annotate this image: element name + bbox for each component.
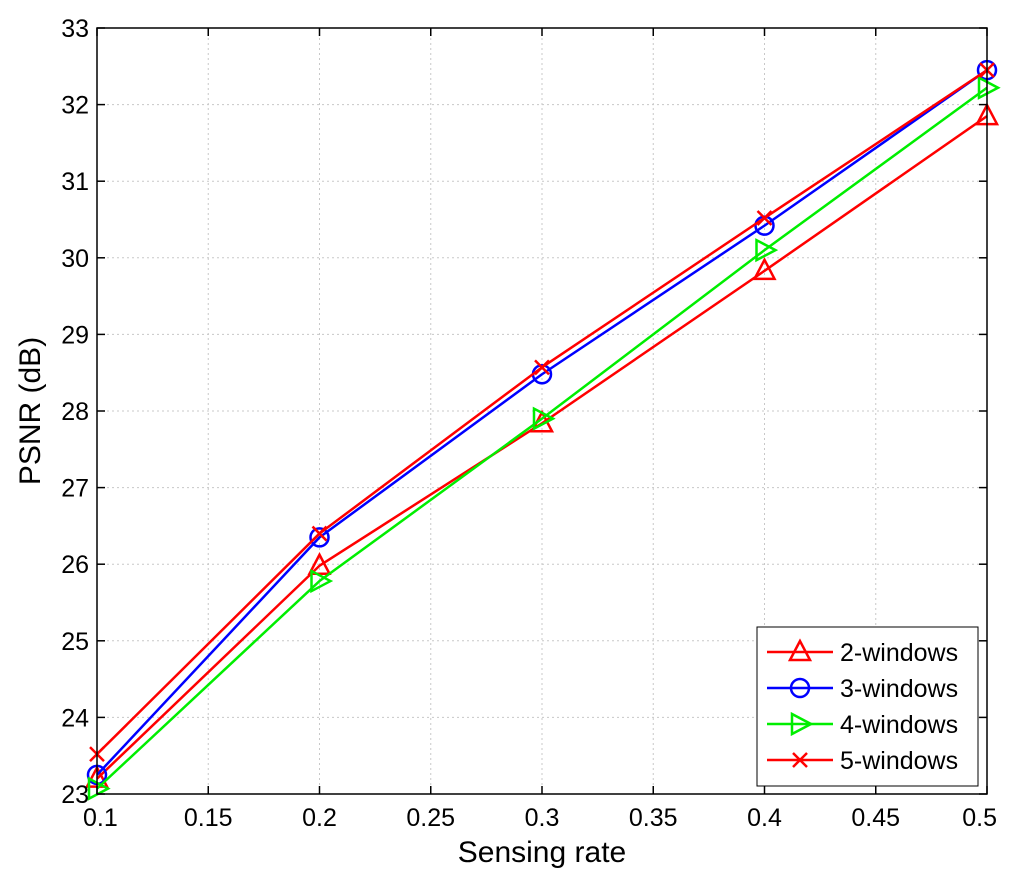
y-tick-label: 23 <box>61 781 89 809</box>
series-4-windows <box>87 75 1001 801</box>
x-tick-label: 0.15 <box>184 804 233 832</box>
legend-label: 5-windows <box>840 747 958 775</box>
data-point-5-windows-stroke-b <box>756 210 773 226</box>
legend-entry-5-windows: 5-windows <box>767 747 958 775</box>
data-point-4-windows <box>755 238 779 263</box>
x-tick-labels: 0.1 0.15 0.2 0.25 0.3 0.35 0.4 0.45 0.5 <box>83 804 997 832</box>
data-point-5-windows-stroke-b <box>534 359 550 376</box>
data-point-4-windows <box>532 406 556 431</box>
legend-label: 3-windows <box>840 675 958 703</box>
data-point-5-windows <box>756 210 773 226</box>
series-layer <box>84 59 1001 801</box>
data-point-5-windows-stroke-b <box>311 525 328 542</box>
legend-marker-stroke-b <box>792 752 808 768</box>
data-point-4-windows <box>310 568 334 594</box>
data-point-2-windows <box>307 552 332 575</box>
legend-entry-4-windows: 4-windows <box>767 711 958 739</box>
y-tick-label: 26 <box>61 551 89 579</box>
legend-label: 4-windows <box>840 711 958 739</box>
x-tick-label: 0.5 <box>962 804 997 832</box>
legend-entry-2-windows: 2-windows <box>767 638 958 667</box>
legend-marker <box>789 677 811 699</box>
y-tick-labels: 23 24 25 26 27 28 29 30 31 32 33 <box>61 15 89 809</box>
x-axis-label: Sensing rate <box>458 836 626 869</box>
legend-marker <box>792 752 808 768</box>
y-tick-label: 27 <box>61 475 89 503</box>
x-tick-label: 0.45 <box>851 804 900 832</box>
x-tick-label: 0.2 <box>302 804 337 832</box>
x-tick-label: 0.4 <box>747 804 782 832</box>
data-point-2-windows <box>752 257 777 281</box>
legend-label: 2-windows <box>840 639 958 667</box>
legend: 2-windows 3-windows 4-windows 5-windows <box>756 626 979 787</box>
x-tick-label: 0.1 <box>83 804 118 832</box>
legend-marker <box>787 638 813 662</box>
legend-marker <box>790 711 814 737</box>
x-tick-label: 0.3 <box>525 804 560 832</box>
data-point-5-windows <box>534 359 550 376</box>
data-point-4-windows <box>977 75 1001 100</box>
y-axis-label: PSNR (dB) <box>14 337 47 485</box>
y-tick-label: 29 <box>61 321 89 349</box>
axis-ticks <box>96 27 988 795</box>
x-tick-label: 0.35 <box>629 804 678 832</box>
x-tick-label: 0.25 <box>406 804 455 832</box>
y-tick-label: 28 <box>61 398 89 426</box>
series-line-4-windows <box>96 86 988 790</box>
y-tick-label: 25 <box>61 628 89 656</box>
y-tick-label: 31 <box>61 168 89 196</box>
series-line-3-windows <box>96 69 988 776</box>
y-tick-label: 32 <box>61 92 89 120</box>
y-tick-label: 30 <box>61 245 89 273</box>
data-point-5-windows <box>311 525 328 542</box>
y-tick-label: 24 <box>61 704 89 732</box>
legend-entry-3-windows: 3-windows <box>767 675 958 703</box>
data-point-3-windows <box>309 527 330 548</box>
y-tick-label: 33 <box>61 15 89 43</box>
